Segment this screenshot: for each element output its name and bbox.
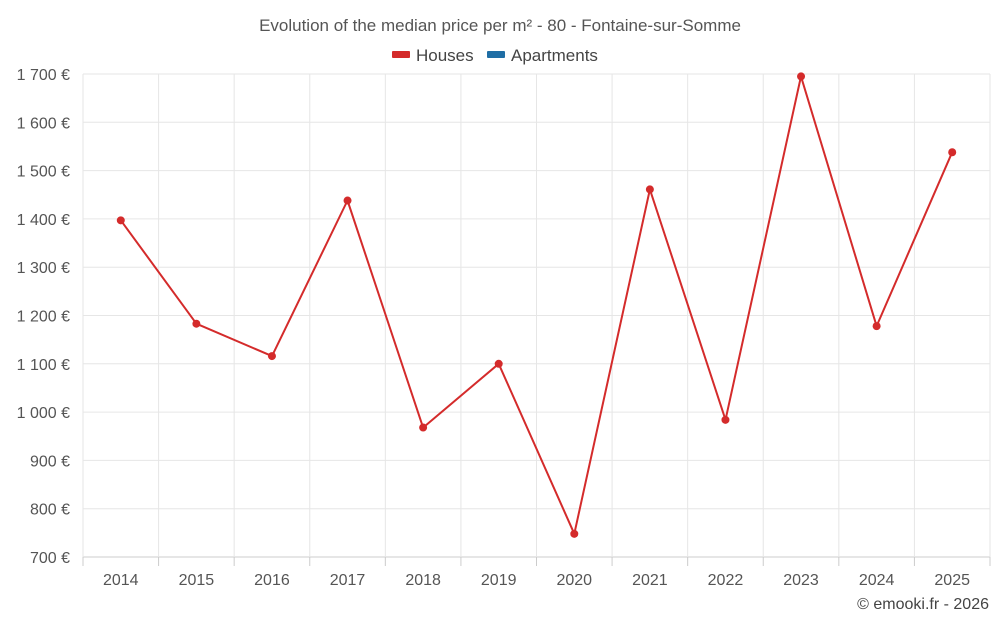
y-tick-label: 800 € xyxy=(30,502,70,519)
series-houses xyxy=(116,72,957,538)
data-point[interactable] xyxy=(343,196,352,205)
x-tick-label: 2019 xyxy=(481,572,517,589)
y-tick-label: 1 200 € xyxy=(17,309,70,326)
data-point[interactable] xyxy=(116,216,125,225)
legend-swatch-houses xyxy=(392,51,410,58)
data-point[interactable] xyxy=(267,352,276,361)
data-point[interactable] xyxy=(645,185,654,194)
x-tick-label: 2024 xyxy=(859,572,895,589)
y-tick-label: 700 € xyxy=(30,550,70,567)
legend-swatch-apartments xyxy=(487,51,505,58)
x-tick-label: 2022 xyxy=(708,572,744,589)
y-tick-label: 1 000 € xyxy=(17,405,70,422)
data-point[interactable] xyxy=(419,423,428,432)
x-tick-label: 2018 xyxy=(405,572,441,589)
data-point[interactable] xyxy=(570,529,579,538)
gridlines xyxy=(82,73,991,558)
data-point[interactable] xyxy=(948,148,957,157)
data-point[interactable] xyxy=(797,72,806,81)
legend-label-apartments: Apartments xyxy=(511,46,598,65)
legend[interactable]: Houses Apartments xyxy=(392,46,598,65)
credit-text: © emooki.fr - 2026 xyxy=(857,596,989,613)
x-tick-label: 2015 xyxy=(179,572,215,589)
data-point[interactable] xyxy=(494,359,503,368)
series-line-houses xyxy=(119,75,954,535)
legend-label-houses: Houses xyxy=(416,46,474,65)
y-tick-label: 1 100 € xyxy=(17,357,70,374)
x-tick-label: 2025 xyxy=(934,572,970,589)
x-axis: 2014 2015 2016 2017 2018 2019 2020 2021 2022 2023… xyxy=(82,557,991,589)
chart-title: Evolution of the median price per m² - 8… xyxy=(259,16,741,35)
x-tick-label: 2016 xyxy=(254,572,290,589)
x-tick-label: 2020 xyxy=(556,572,592,589)
legend-item-houses[interactable]: Houses xyxy=(392,46,474,65)
y-tick-label: 1 400 € xyxy=(17,212,70,229)
x-tick-label: 2023 xyxy=(783,572,819,589)
data-point[interactable] xyxy=(721,415,730,424)
y-tick-label: 1 500 € xyxy=(17,164,70,181)
data-point[interactable] xyxy=(192,319,201,328)
y-tick-label: 1 600 € xyxy=(17,115,70,132)
legend-item-apartments[interactable]: Apartments xyxy=(487,46,598,65)
x-tick-label: 2017 xyxy=(330,572,366,589)
data-point[interactable] xyxy=(872,322,881,331)
x-tick-label: 2014 xyxy=(103,572,139,589)
y-tick-label: 900 € xyxy=(30,453,70,470)
y-axis: 700 € 800 € 900 € 1 000 € 1 100 € 1 200 € 1 30… xyxy=(17,67,70,567)
y-tick-label: 1 300 € xyxy=(17,260,70,277)
y-tick-label: 1 700 € xyxy=(17,67,70,84)
x-tick-label: 2021 xyxy=(632,572,668,589)
